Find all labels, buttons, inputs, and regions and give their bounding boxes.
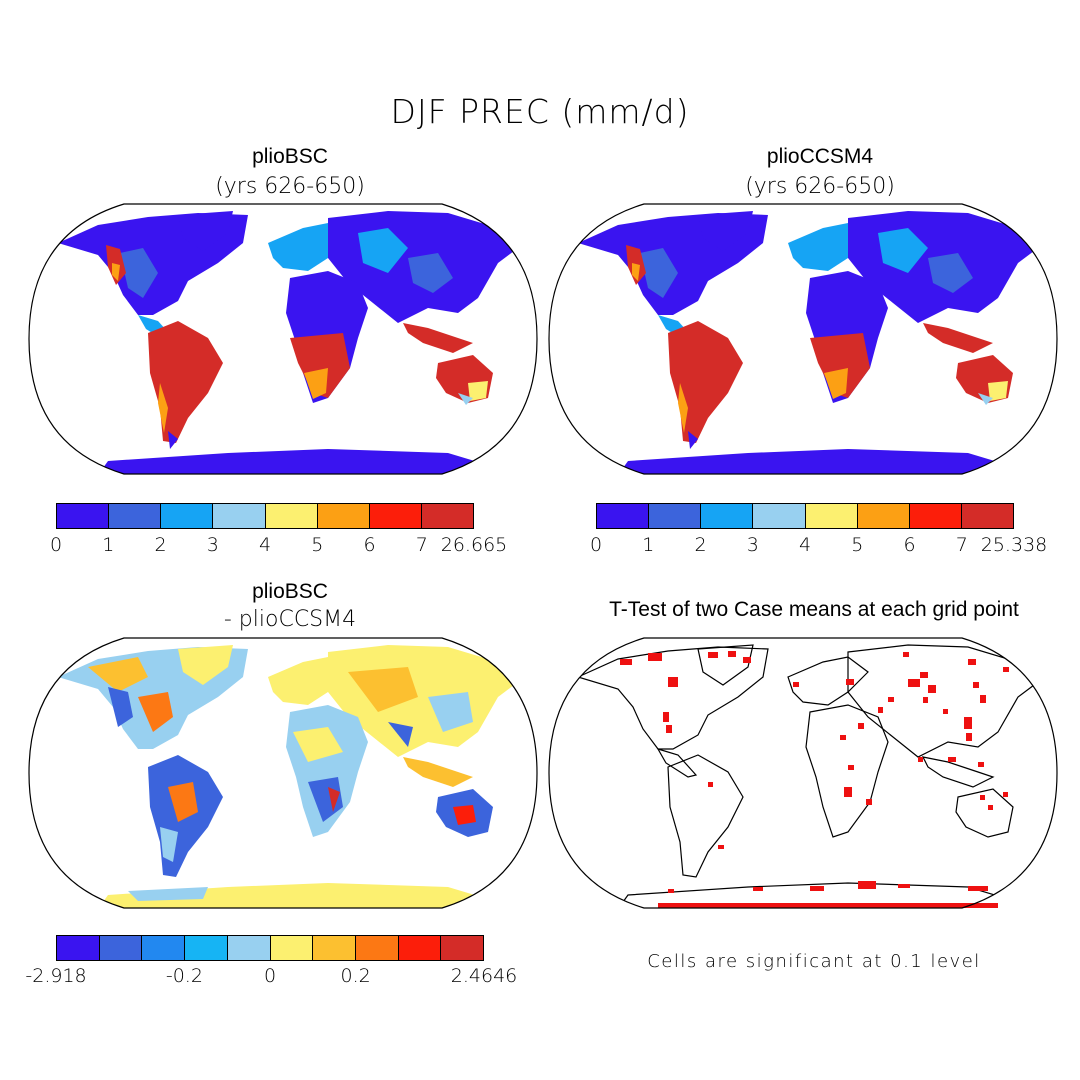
colorbar-tick-label: 3 [206,534,219,556]
colorbar-tick-label: 1 [642,534,655,556]
panel-subtitle-top-right: (yrs 626-650) [745,174,895,199]
colorbar-tick-label: 5 [311,534,324,556]
colorbar-tick-label: -2.918 [25,965,87,987]
colorbar-swatch [270,936,314,960]
panel-title-top-right: plioCCSM4 [766,145,874,168]
colorbar-swatch [369,504,422,528]
coast-greenland [697,644,754,686]
colorbar-swatch [355,936,399,960]
colorbar-tick-label: 3 [746,534,759,556]
colorbar-tick-label: 2 [154,534,167,556]
colorbar-tick-label: 25.338 [980,534,1048,556]
colorbar-tick-label: 4 [798,534,812,556]
colorbar-swatch [57,504,110,528]
colorbar-tick-label: 0.2 [340,965,371,987]
colorbar-swatch [313,936,356,960]
colorbar-swatch [398,936,442,960]
colorbar-ticks-top-right: 0 1 2 3 4 5 6 7 25.338 [590,534,1047,558]
coast-africa [805,704,889,838]
colorbar-bottom-left [56,935,484,961]
significant-cells [620,651,1009,908]
colorbar-swatch [909,504,962,528]
colorbar-tick-label: 6 [903,534,916,556]
panel-subtitle-top-left: (yrs 626-650) [215,174,365,199]
colorbar-ticks-top-left: 0 1 2 3 4 5 6 7 26.665 [50,534,507,558]
colorbar-top-left [56,503,474,529]
panel-title-top-left: plioBSC [252,145,328,168]
colorbar-tick-label: 4 [258,534,272,556]
land-south-america [148,321,223,443]
colorbar-tick-label: 5 [851,534,864,556]
colorbar-tick-label: 7 [955,534,968,556]
colorbar-swatch [57,936,100,960]
coast-asia [847,644,1039,758]
coast-europe [787,656,869,706]
colorbar-tick-label: 0 [49,534,63,556]
colorbar-swatch [857,504,910,528]
panel-title-bottom-left: plioBSC [252,580,328,603]
colorbar-swatch [441,936,484,960]
colorbar-swatch [649,504,702,528]
figure-title: DJF PREC (mm/d) [390,92,690,131]
significance-note: Cells are significant at 0.1 level [647,951,981,972]
coast-australia [955,788,1014,838]
colorbar-swatch [161,504,214,528]
colorbar-swatch [227,936,271,960]
map-bottom-right [548,637,1058,909]
colorbar-swatch [805,504,858,528]
coast-maritime [921,756,995,788]
colorbar-tick-label: 2.4646 [450,965,518,987]
colorbar-tick-label: 26.665 [440,534,508,556]
colorbar-swatch [753,504,806,528]
coast-south-america [667,754,744,878]
colorbar-tick-label: 7 [415,534,428,556]
panel-title-bottom-right: T-Test of two Case means at each grid po… [609,598,1019,621]
colorbar-swatch [213,504,266,528]
colorbar-swatch [185,936,228,960]
colorbar-tick-label: -0.2 [165,965,203,987]
map-top-right [548,203,1058,475]
colorbar-swatch [109,504,162,528]
land-antarctica [98,449,488,474]
colorbar-swatch [701,504,754,528]
coast-central-america [656,747,698,778]
colorbar-swatch [317,504,370,528]
colorbar-swatch [961,504,1013,528]
colorbar-tick-label: 2 [694,534,707,556]
colorbar-tick-label: 0 [263,965,277,987]
colorbar-top-right [596,503,1014,529]
map-top-left [28,203,538,475]
map-bottom-left [28,637,538,909]
colorbar-swatch [99,936,143,960]
colorbar-tick-label: 1 [102,534,115,556]
coast-antarctica [616,882,1010,908]
panel-subtitle-bottom-left: - plioCCSM4 [223,607,357,632]
land-greenland [178,211,233,251]
colorbar-tick-label: 6 [363,534,376,556]
coast-north-america [576,646,769,750]
colorbar-swatch [421,504,473,528]
colorbar-swatch [265,504,318,528]
colorbar-swatch [597,504,650,528]
colorbar-ticks-bottom-left: -2.918 -0.2 0 0.2 2.4646 [25,965,517,989]
colorbar-tick-label: 0 [589,534,603,556]
colorbar-swatch [142,936,186,960]
